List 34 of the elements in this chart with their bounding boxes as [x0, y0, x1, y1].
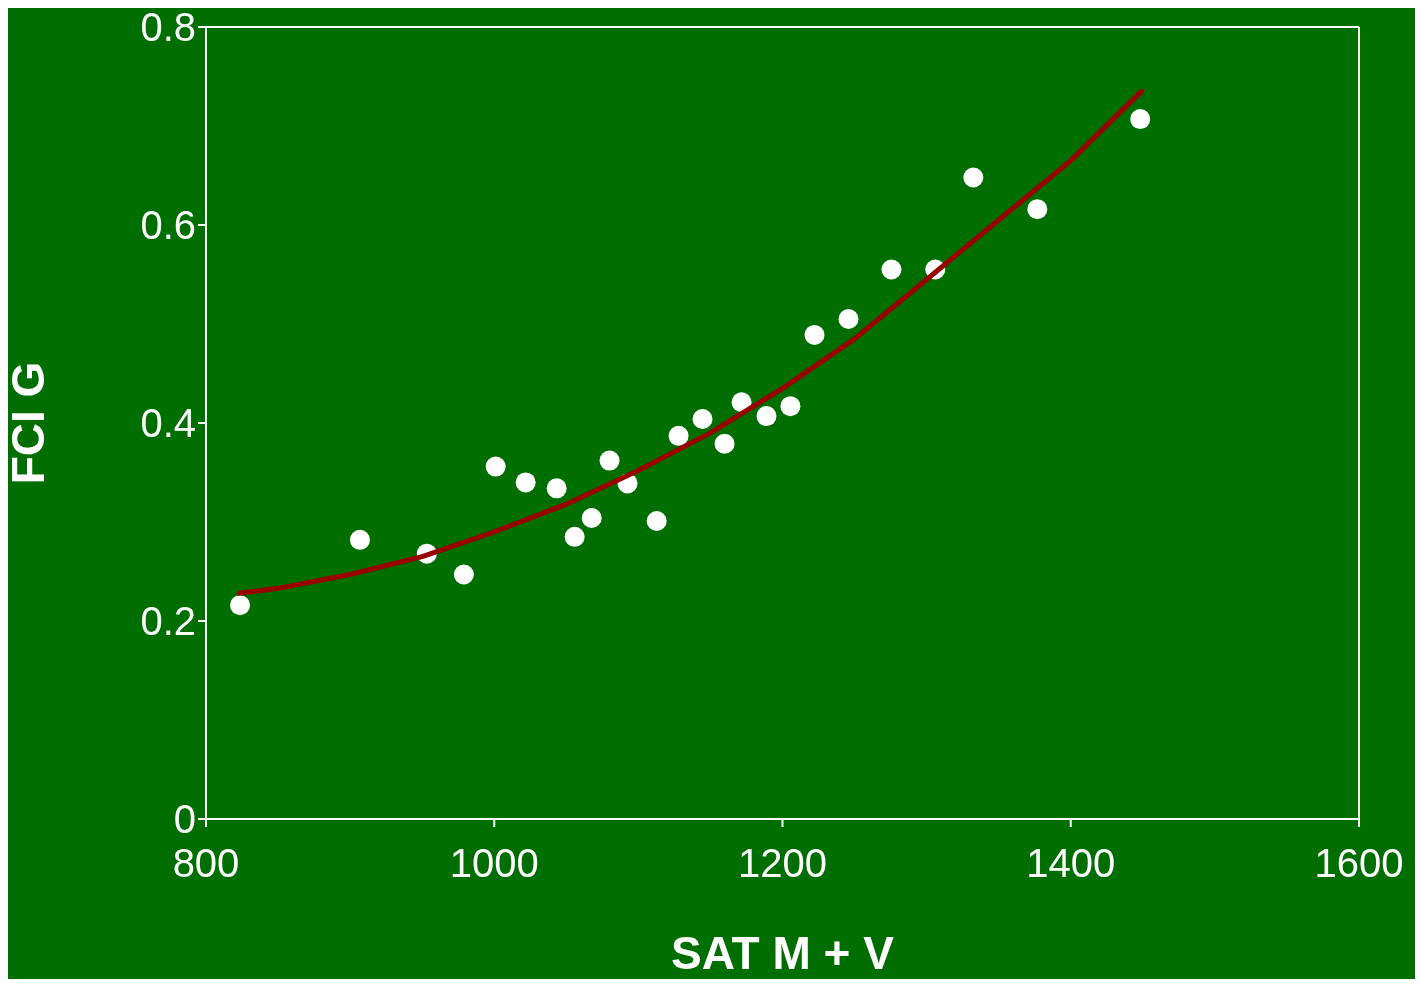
- point: [714, 433, 735, 454]
- point: [804, 324, 825, 345]
- point: [599, 450, 620, 471]
- y-tick-label: 0.6: [140, 203, 196, 248]
- point: [780, 396, 801, 417]
- point: [1130, 109, 1151, 130]
- point: [838, 309, 859, 330]
- x-tick-label: 1400: [1026, 841, 1116, 886]
- x-axis-title: SAT M + V: [671, 927, 895, 979]
- point: [564, 526, 585, 547]
- point: [756, 406, 777, 427]
- x-tick-label: 1200: [738, 841, 827, 886]
- point: [881, 259, 902, 280]
- y-tick-label: 0.8: [140, 5, 196, 50]
- x-tick-label: 1600: [1314, 841, 1404, 886]
- point: [646, 511, 667, 532]
- point: [581, 508, 602, 529]
- point: [546, 478, 567, 499]
- point: [731, 392, 752, 413]
- point: [485, 456, 506, 477]
- y-tick-label: 0.4: [140, 401, 196, 446]
- point: [349, 529, 370, 550]
- point: [515, 472, 536, 493]
- y-tick-label: 0: [173, 797, 196, 842]
- point: [230, 595, 251, 616]
- y-axis-title: FCI G: [2, 361, 55, 485]
- point: [453, 564, 474, 585]
- x-tick-label: 1000: [449, 841, 539, 886]
- point: [1027, 199, 1048, 220]
- point: [692, 409, 713, 430]
- x-tick-label: 800: [172, 841, 240, 886]
- y-tick-label: 0.2: [140, 599, 196, 644]
- point: [963, 167, 984, 188]
- point: [668, 425, 689, 446]
